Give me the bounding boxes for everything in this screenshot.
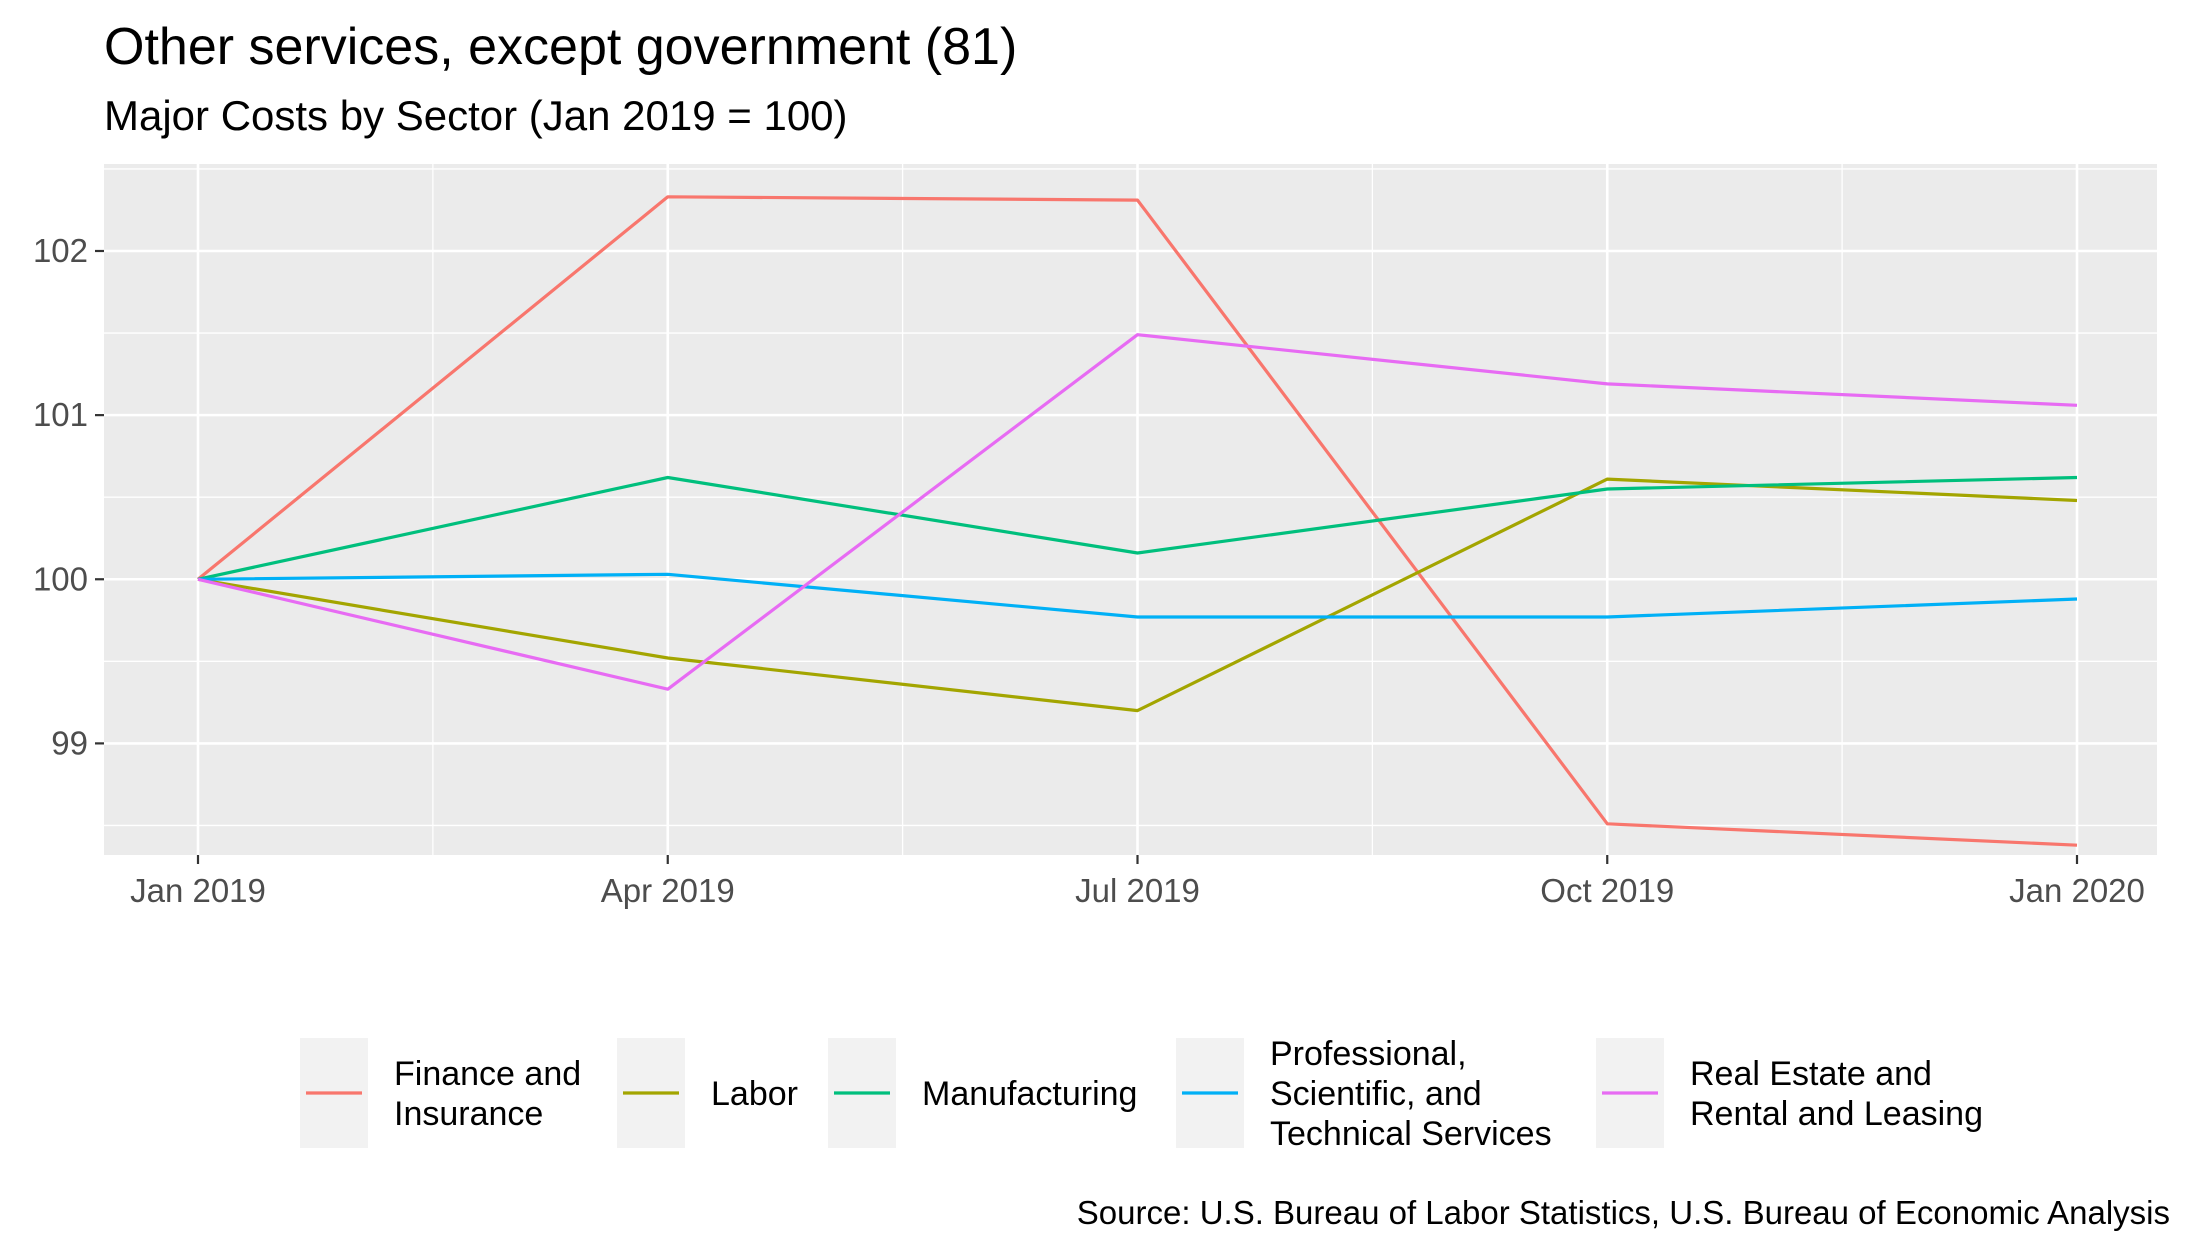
y-tick-label: 99 xyxy=(51,724,88,761)
x-tick-label: Apr 2019 xyxy=(601,872,735,909)
chart-subtitle: Major Costs by Sector (Jan 2019 = 100) xyxy=(104,92,848,139)
series-line-2 xyxy=(197,475,2078,581)
legend: Finance and Insurance Labor Manufacturing Pr… xyxy=(300,1035,1983,1153)
x-tick-label: Jan 2019 xyxy=(130,872,266,909)
major-gridlines xyxy=(104,164,2157,855)
chart-title: Other services, except government (81) xyxy=(104,18,1017,76)
series-line-4 xyxy=(197,333,2078,691)
y-axis: 99 100 101 102 xyxy=(33,232,104,761)
plot-background xyxy=(104,164,2157,855)
legend-label: Finance and Insurance xyxy=(394,1055,581,1133)
y-tick-label: 102 xyxy=(33,232,88,269)
legend-label: Manufacturing xyxy=(922,1075,1137,1113)
x-tick-label: Jan 2020 xyxy=(2009,872,2145,909)
x-axis: Jan 2019 Apr 2019 Jul 2019 Oct 2019 Jan 2020 xyxy=(130,855,2145,909)
plot-area xyxy=(104,164,2157,855)
legend-label: Labor xyxy=(711,1075,798,1113)
chart-caption: Source: U.S. Bureau of Labor Statistics,… xyxy=(1077,1194,2170,1231)
series-line-0 xyxy=(196,195,2078,847)
legend-label: Professional, Scientific, and Technical Se… xyxy=(1270,1035,1552,1153)
series-lines xyxy=(196,195,2078,847)
y-tick-label: 100 xyxy=(33,560,88,597)
y-tick-label: 101 xyxy=(33,396,88,433)
series-line-3 xyxy=(197,572,2078,619)
x-tick-label: Oct 2019 xyxy=(1540,872,1674,909)
minor-gridlines xyxy=(104,164,2157,855)
x-tick-label: Jul 2019 xyxy=(1075,872,1200,909)
legend-label: Real Estate and Rental and Leasing xyxy=(1690,1055,1983,1133)
